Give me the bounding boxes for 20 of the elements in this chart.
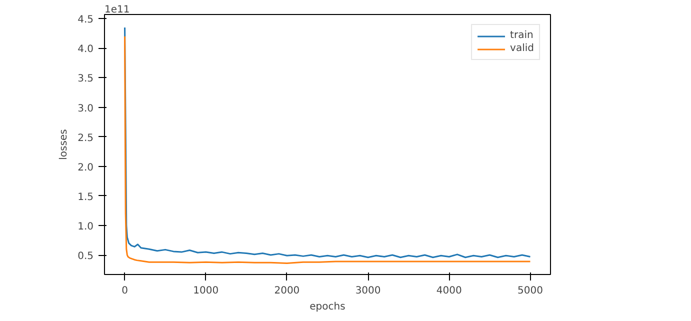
legend-label: valid [510, 43, 534, 54]
y-tick-label: 4.0 [78, 44, 94, 56]
x-axis-title: epochs [310, 302, 346, 312]
y-tick-label: 0.5 [78, 251, 94, 262]
y-tick-label: 1.5 [78, 192, 94, 203]
y-tick-label: 4.5 [78, 14, 94, 26]
y-tick-label: 3.5 [78, 74, 94, 85]
y-tick-label: 3.0 [78, 103, 94, 114]
y-tick-label: 2.0 [78, 162, 94, 174]
annotation: 1e11 [104, 4, 130, 16]
y-tick-label: 2.5 [78, 132, 94, 144]
x-tick-label: 2000 [274, 286, 300, 296]
x-tick-label: 1000 [193, 286, 219, 296]
y-axis-title: losses [58, 129, 70, 160]
y-tick-label: 1.0 [78, 221, 94, 232]
x-tick-label: 0 [122, 286, 128, 296]
x-tick-label: 4000 [436, 286, 462, 296]
x-tick-label: 5000 [518, 286, 543, 296]
legend-label: train [510, 30, 534, 41]
x-tick-label: 3000 [355, 286, 381, 296]
